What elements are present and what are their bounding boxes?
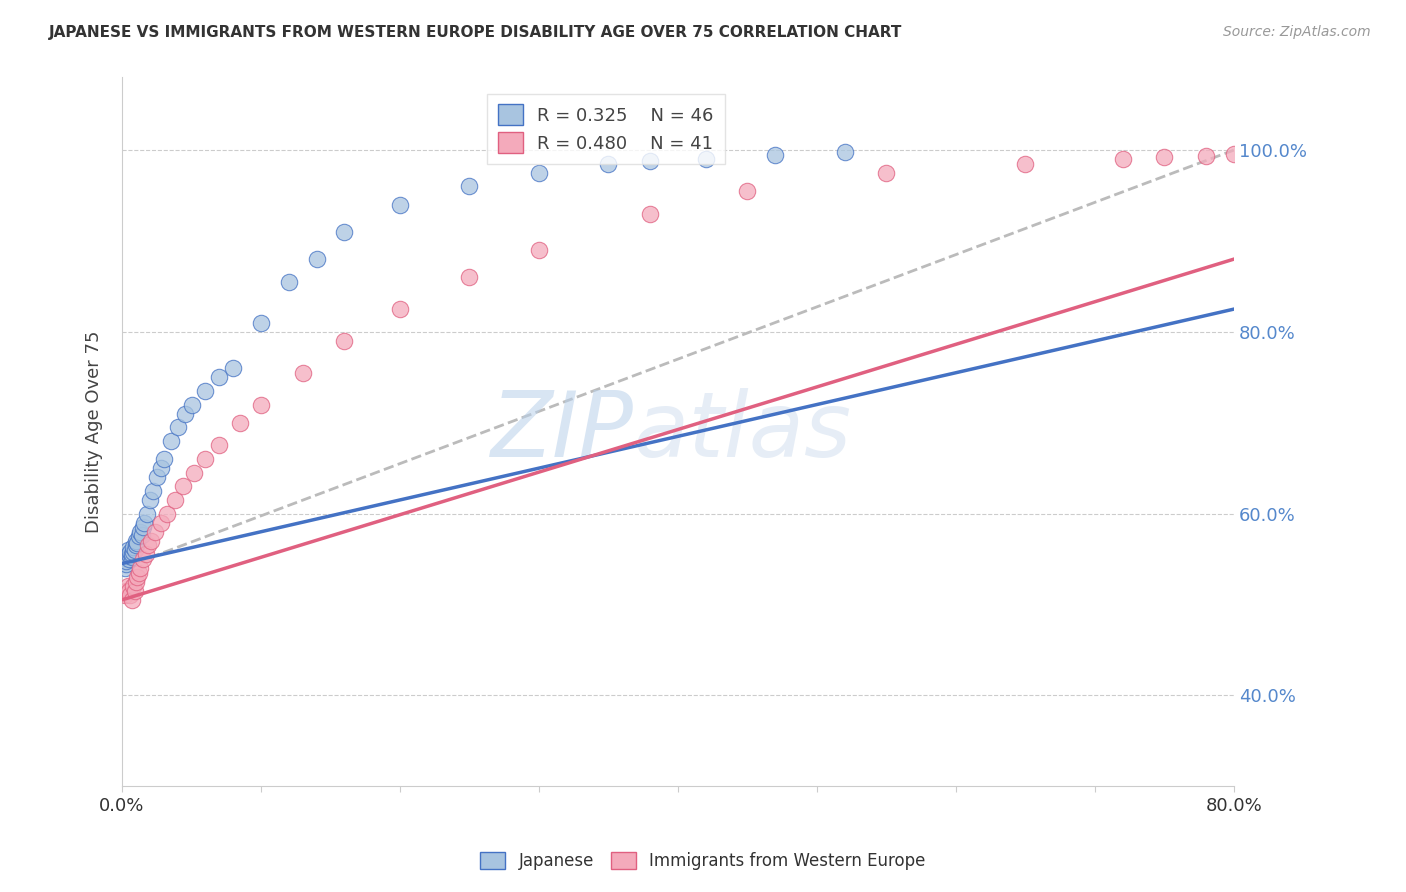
Point — [117, 579, 139, 593]
Point — [737, 184, 759, 198]
Point — [136, 507, 159, 521]
Point — [149, 461, 172, 475]
Point — [1195, 148, 1218, 162]
Point — [458, 179, 481, 194]
Point — [139, 492, 162, 507]
Point — [121, 550, 143, 565]
Point — [194, 452, 217, 467]
Point — [458, 270, 481, 285]
Legend: R = 0.325    N = 46, R = 0.480    N = 41: R = 0.325 N = 46, R = 0.480 N = 41 — [486, 94, 724, 164]
Text: JAPANESE VS IMMIGRANTS FROM WESTERN EUROPE DISABILITY AGE OVER 75 CORRELATION CH: JAPANESE VS IMMIGRANTS FROM WESTERN EURO… — [49, 25, 903, 40]
Point — [115, 554, 138, 568]
Point — [180, 398, 202, 412]
Point — [194, 384, 217, 398]
Point — [305, 252, 328, 267]
Point — [1223, 146, 1246, 161]
Point — [134, 516, 156, 530]
Point — [166, 420, 188, 434]
Point — [138, 538, 160, 552]
Point — [118, 548, 141, 562]
Point — [1111, 152, 1133, 166]
Point — [135, 548, 157, 562]
Point — [121, 593, 143, 607]
Text: ZIP: ZIP — [491, 388, 634, 475]
Point — [129, 561, 152, 575]
Point — [124, 542, 146, 557]
Point — [121, 547, 143, 561]
Point — [122, 540, 145, 554]
Y-axis label: Disability Age Over 75: Disability Age Over 75 — [86, 331, 103, 533]
Point — [128, 529, 150, 543]
Point — [128, 566, 150, 580]
Point — [117, 542, 139, 557]
Point — [125, 574, 148, 589]
Point — [183, 466, 205, 480]
Point — [122, 545, 145, 559]
Point — [132, 520, 155, 534]
Point — [598, 157, 620, 171]
Point — [132, 552, 155, 566]
Point — [834, 145, 856, 159]
Point — [208, 438, 231, 452]
Point — [875, 166, 897, 180]
Point — [695, 152, 717, 166]
Point — [142, 483, 165, 498]
Point — [114, 561, 136, 575]
Point — [277, 275, 299, 289]
Point — [291, 366, 314, 380]
Point — [388, 197, 411, 211]
Point — [172, 479, 194, 493]
Point — [333, 334, 356, 348]
Point — [120, 545, 142, 559]
Point — [127, 535, 149, 549]
Point — [763, 147, 786, 161]
Point — [127, 570, 149, 584]
Point — [229, 416, 252, 430]
Point — [149, 516, 172, 530]
Point — [638, 154, 661, 169]
Point — [159, 434, 181, 448]
Point — [1014, 157, 1036, 171]
Point — [131, 528, 153, 542]
Point — [1292, 145, 1315, 159]
Point — [155, 507, 177, 521]
Point — [527, 243, 550, 257]
Point — [173, 407, 195, 421]
Point — [222, 361, 245, 376]
Point — [146, 470, 169, 484]
Point — [118, 583, 141, 598]
Point — [125, 538, 148, 552]
Point — [115, 557, 138, 571]
Point — [208, 370, 231, 384]
Point — [124, 583, 146, 598]
Text: atlas: atlas — [634, 388, 852, 475]
Point — [250, 398, 273, 412]
Point — [145, 524, 167, 539]
Point — [250, 316, 273, 330]
Point — [125, 533, 148, 548]
Point — [333, 225, 356, 239]
Point — [118, 552, 141, 566]
Text: Source: ZipAtlas.com: Source: ZipAtlas.com — [1223, 25, 1371, 39]
Point — [115, 583, 138, 598]
Point — [527, 166, 550, 180]
Point — [1250, 145, 1272, 160]
Point — [122, 579, 145, 593]
Legend: Japanese, Immigrants from Western Europe: Japanese, Immigrants from Western Europe — [474, 845, 932, 877]
Point — [388, 302, 411, 317]
Point — [638, 207, 661, 221]
Point — [141, 533, 163, 548]
Point — [114, 588, 136, 602]
Point — [1153, 150, 1175, 164]
Point — [163, 492, 186, 507]
Point — [129, 524, 152, 539]
Point — [120, 549, 142, 564]
Point — [120, 588, 142, 602]
Point — [152, 452, 174, 467]
